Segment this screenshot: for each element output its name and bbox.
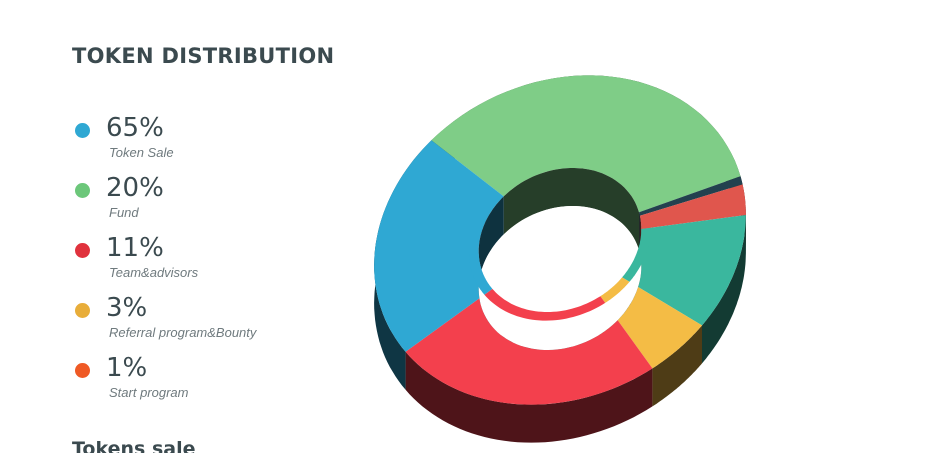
legend-percent: 65% bbox=[106, 113, 164, 143]
legend-percent: 11% bbox=[106, 233, 164, 263]
slice-front-rim bbox=[484, 288, 606, 321]
slice-side-wall bbox=[702, 215, 746, 364]
legend-percent: 20% bbox=[106, 173, 164, 203]
slice-front-rim bbox=[600, 277, 630, 303]
legend: 65% Token Sale 20% Fund 11% Team&advisor… bbox=[72, 112, 332, 412]
slice-thin-dark bbox=[639, 176, 743, 216]
legend-item-token-sale: 65% Token Sale bbox=[72, 112, 332, 172]
next-section-title: Tokens sale bbox=[72, 438, 196, 453]
legend-dot bbox=[75, 123, 90, 138]
section-title: TOKEN DISTRIBUTION bbox=[72, 44, 335, 68]
slice-front-rim bbox=[641, 225, 651, 229]
legend-label: Team&advisors bbox=[109, 265, 199, 280]
slice-inner-wall bbox=[503, 168, 639, 251]
legend-label: Fund bbox=[109, 205, 139, 220]
legend-dot bbox=[75, 303, 90, 318]
slice-teal bbox=[622, 215, 746, 326]
legend-label: Token Sale bbox=[109, 145, 174, 160]
legend-dot bbox=[75, 183, 90, 198]
slice-side-wall bbox=[652, 325, 702, 407]
slice-token-sale bbox=[374, 140, 504, 352]
legend-dot bbox=[75, 243, 90, 258]
slice-side-wall bbox=[405, 351, 653, 443]
slice-start-program bbox=[639, 184, 746, 229]
legend-item-team-advisors: 11% Team&advisors bbox=[72, 232, 332, 292]
slice-inner-wall bbox=[639, 212, 640, 254]
legend-label: Referral program&Bounty bbox=[109, 325, 257, 340]
slice-front-rim bbox=[469, 253, 493, 295]
legend-percent: 3% bbox=[106, 293, 148, 323]
legend-dot bbox=[75, 363, 90, 378]
legend-item-fund: 20% Fund bbox=[72, 172, 332, 232]
legend-label: Start program bbox=[109, 385, 189, 400]
slice-fund bbox=[431, 75, 741, 213]
slice-front-rim bbox=[622, 227, 651, 282]
legend-item-start-program: 1% Start program bbox=[72, 352, 332, 412]
legend-percent: 1% bbox=[106, 353, 148, 383]
legend-item-referral-bounty: 3% Referral program&Bounty bbox=[72, 292, 332, 352]
